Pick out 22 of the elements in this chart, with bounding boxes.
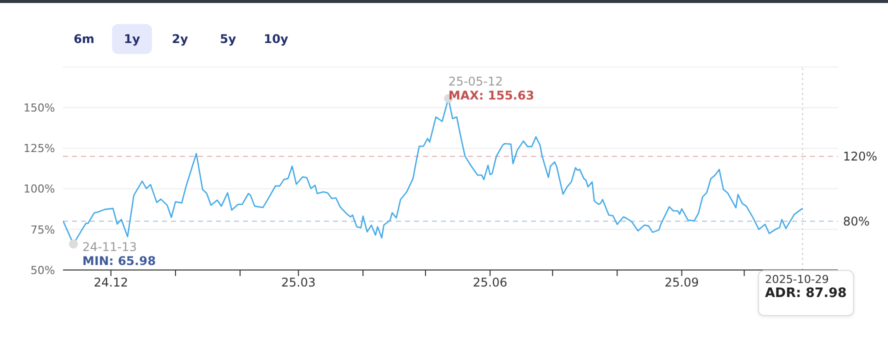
y-tick-label: 100% bbox=[24, 182, 55, 196]
text: 1y bbox=[112, 24, 152, 54]
text: 5y bbox=[218, 31, 238, 48]
annotation: MAX: 155.63 bbox=[448, 88, 534, 102]
text: 6m bbox=[72, 31, 96, 48]
annotation: 24-11-13 bbox=[82, 240, 137, 254]
ref-line-label: 80% bbox=[843, 214, 870, 229]
text: 2y bbox=[170, 31, 190, 48]
text: 10y bbox=[262, 31, 290, 48]
text: ADR: 87.98 bbox=[765, 286, 847, 301]
x-tick-label: 25.09 bbox=[664, 276, 699, 290]
x-tick-label: 24.12 bbox=[94, 276, 128, 290]
x-tick-label: 25.06 bbox=[472, 276, 508, 290]
annotation: 25-05-12 bbox=[448, 74, 503, 88]
x-tick-label: 25.03 bbox=[281, 276, 316, 290]
text: 2025-10-29 bbox=[765, 273, 830, 286]
y-tick-label: 125% bbox=[24, 142, 55, 156]
y-tick-label: 50% bbox=[30, 264, 55, 277]
y-tick-label: 150% bbox=[24, 102, 55, 115]
annotation: MIN: 65.98 bbox=[82, 254, 156, 268]
y-tick-label: 75% bbox=[30, 223, 55, 236]
ref-line-label: 120% bbox=[843, 150, 878, 164]
